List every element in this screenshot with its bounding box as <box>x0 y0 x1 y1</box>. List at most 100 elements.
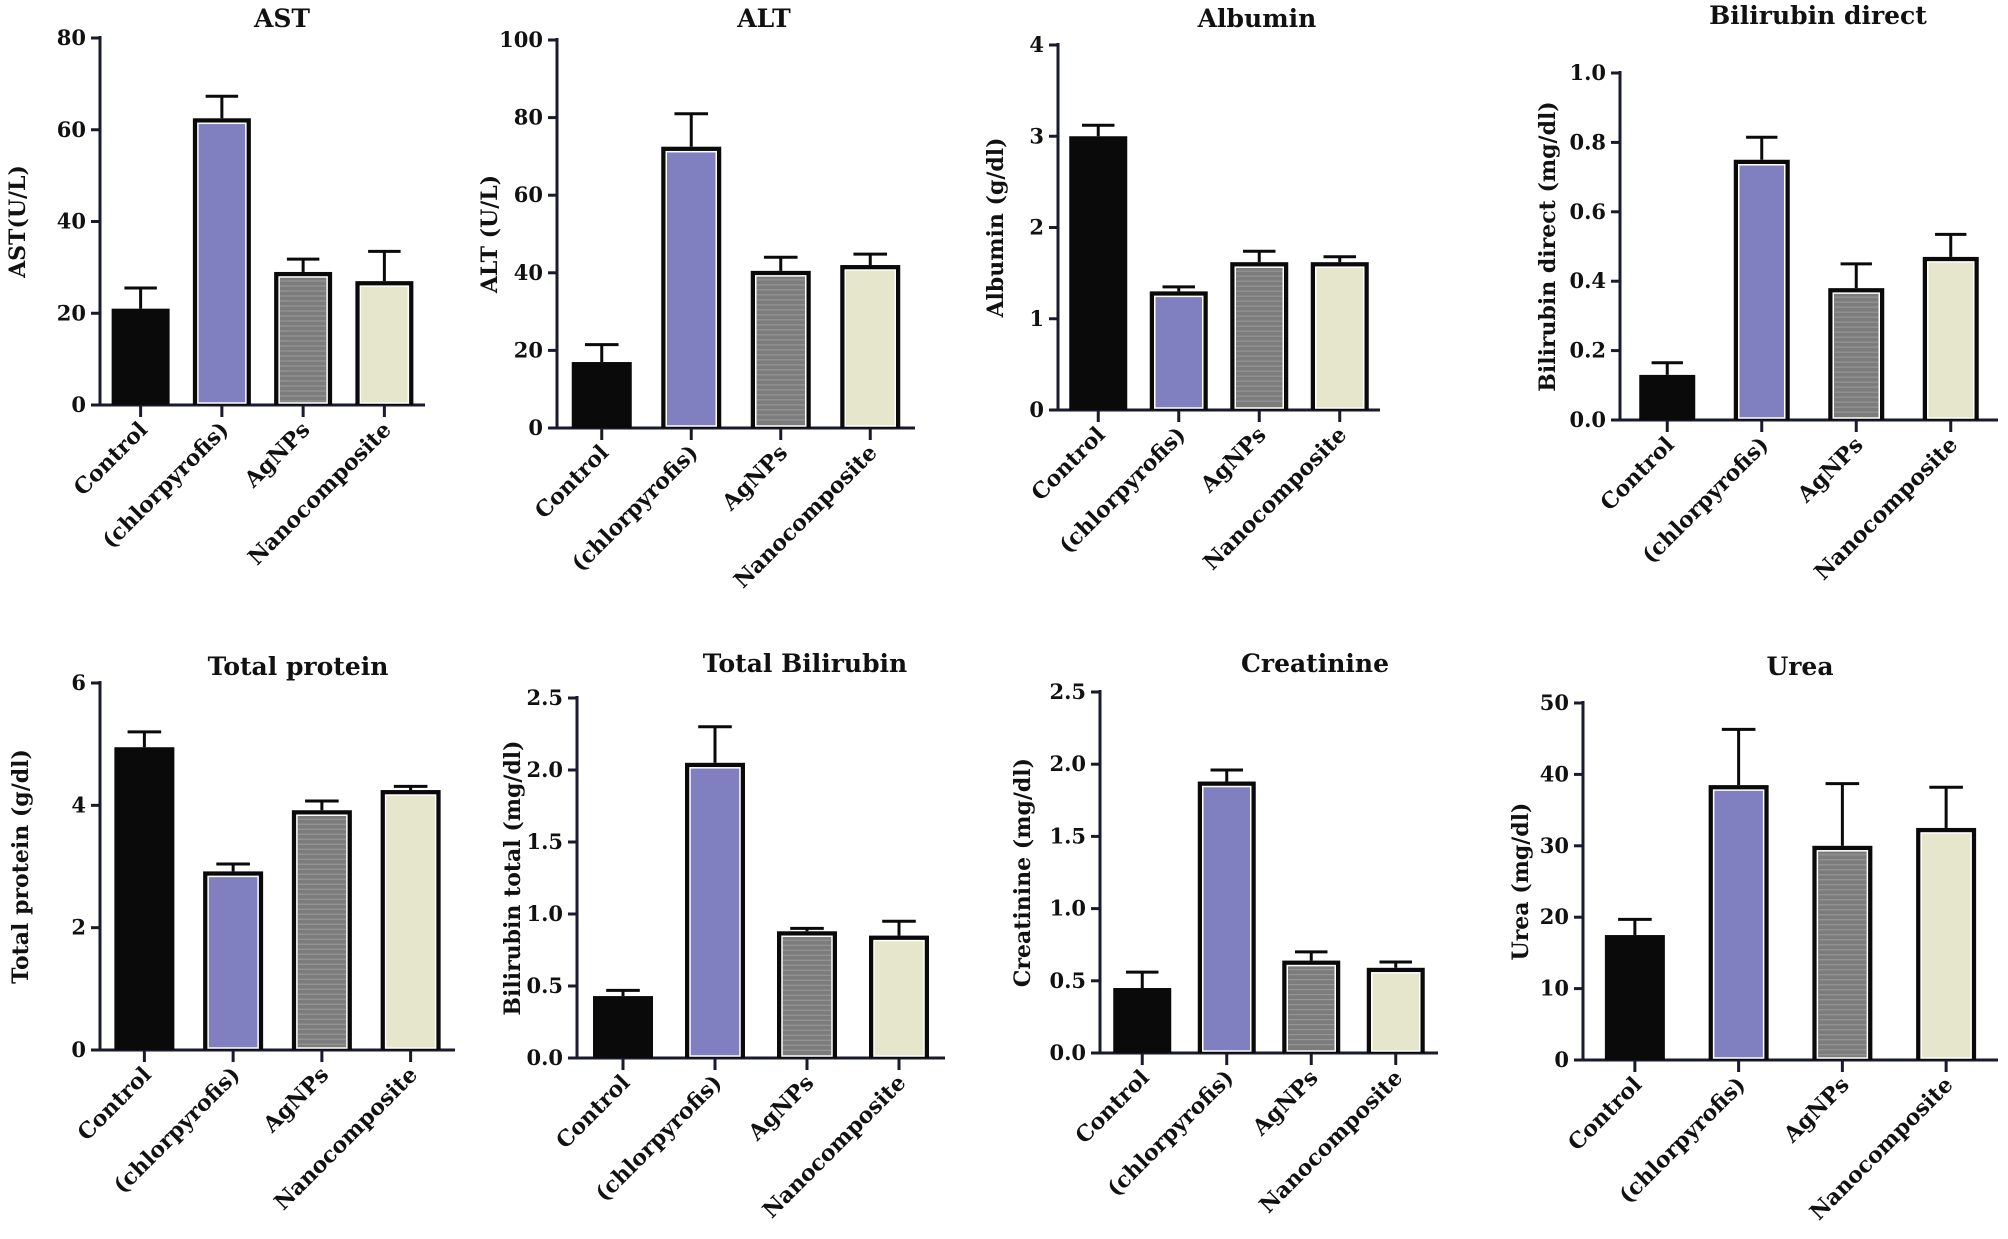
bar-fill-2 <box>689 767 741 1057</box>
chart-title: Bilirubin direct <box>1709 1 1927 30</box>
x-category-label: Control <box>1595 432 1679 516</box>
y-tick-label: 2.0 <box>526 757 563 782</box>
bar-fill-2 <box>1738 164 1786 419</box>
y-tick-label: 80 <box>57 25 86 50</box>
y-axis-label: Bilirubin total (mg/dl) <box>500 740 526 1015</box>
y-tick-label: 0 <box>1029 397 1044 422</box>
y-tick-label: 1.0 <box>526 901 563 926</box>
chart-panel-4: Bilirubin direct Bilirubin direct (mg/dl)… <box>1535 1 1998 586</box>
x-category-label: Control <box>1563 1072 1647 1156</box>
x-category-label: AgNPs <box>257 1062 334 1139</box>
y-tick-label: 0.0 <box>526 1045 563 1070</box>
chart-title: Total protein <box>208 652 389 681</box>
y-tick-label: 0 <box>528 415 543 440</box>
x-category-label: AgNPs <box>743 1070 820 1147</box>
y-tick-label: 1.0 <box>1569 60 1606 85</box>
y-tick-label: 30 <box>1540 833 1569 858</box>
bar-fill-4 <box>1315 266 1365 409</box>
bar-fill-2 <box>1712 789 1765 1059</box>
bar-fill-3 <box>278 276 328 404</box>
bar-1 <box>1113 988 1172 1053</box>
bar-fill-4 <box>1371 972 1421 1052</box>
y-axis-label: Albumin (g/dl) <box>983 137 1009 318</box>
x-category-label: Nanocomposite <box>243 417 397 571</box>
chart-title: Albumin <box>1197 4 1317 33</box>
x-category-label: AgNPs <box>1778 1072 1855 1149</box>
y-axis-label: Creatinine (mg/dl) <box>1010 758 1036 987</box>
y-tick-label: 0 <box>1554 1047 1569 1072</box>
chart-panel-1: ASTAST(U/L)020406080Control(chlorpyrofis… <box>5 4 425 571</box>
y-tick-label: 10 <box>1540 976 1569 1001</box>
bar-fill-4 <box>873 939 925 1057</box>
x-category-label: Control <box>551 1070 635 1154</box>
chart-title: AST <box>253 4 310 33</box>
bar-1 <box>111 308 170 405</box>
x-category-label: Control <box>1026 422 1110 506</box>
y-tick-label: 40 <box>1540 761 1569 786</box>
y-tick-label: 2.0 <box>1049 751 1086 776</box>
x-category-label: AgNPs <box>239 417 316 494</box>
x-category-label: Control <box>530 440 614 524</box>
bar-1 <box>571 362 632 428</box>
bar-fill-3 <box>755 275 807 427</box>
y-axis-label: Bilirubin direct (mg/dl) <box>1535 101 1561 391</box>
y-tick-label: 40 <box>514 260 543 285</box>
y-tick-label: 0.5 <box>526 973 563 998</box>
bar-fill-3 <box>296 814 348 1049</box>
y-tick-label: 100 <box>499 27 543 52</box>
y-tick-label: 1.5 <box>526 829 563 854</box>
bar-fill-3 <box>1234 266 1284 409</box>
bar-fill-2 <box>207 875 259 1049</box>
bar-1 <box>114 747 175 1050</box>
y-tick-label: 2 <box>71 915 86 940</box>
x-category-label: Control <box>1070 1065 1154 1149</box>
y-tick-label: 0.5 <box>1049 968 1086 993</box>
bar-fill-4 <box>1920 832 1972 1059</box>
y-tick-label: 4 <box>1029 32 1044 57</box>
bar-fill-4 <box>1927 261 1975 419</box>
y-tick-label: 4 <box>71 792 86 817</box>
y-tick-label: 80 <box>514 105 543 130</box>
y-tick-label: 20 <box>1540 904 1569 929</box>
chart-title: ALT <box>736 4 791 33</box>
y-tick-label: 50 <box>1540 690 1569 715</box>
x-category-label: AgNPs <box>1247 1065 1324 1142</box>
chart-title: Urea <box>1766 652 1833 681</box>
bar-fill-4 <box>384 794 437 1049</box>
x-category-label: AgNPs <box>716 440 793 517</box>
y-axis-label: AST(U/L) <box>5 165 31 279</box>
y-tick-label: 1 <box>1029 306 1044 331</box>
y-tick-label: 0.6 <box>1569 199 1606 224</box>
y-tick-label: 1.5 <box>1049 823 1086 848</box>
y-axis-label: Total protein (g/dl) <box>8 749 34 984</box>
bar-fill-2 <box>197 122 247 404</box>
y-tick-label: 20 <box>57 300 86 325</box>
y-tick-label: 40 <box>57 209 86 234</box>
y-tick-label: 0.4 <box>1569 268 1606 293</box>
y-tick-label: 20 <box>514 337 543 362</box>
chart-panel-7: Creatinine Creatinine (mg/dl) 0.0 0.5 1.0 1.5… <box>1010 649 1438 1219</box>
y-tick-label: 60 <box>57 117 86 142</box>
bar-fill-3 <box>1286 964 1336 1052</box>
y-tick-label: 2.5 <box>1049 679 1086 704</box>
y-tick-label: 3 <box>1029 123 1044 148</box>
x-category-label: Control <box>72 1062 156 1146</box>
y-axis-label: Urea (mg/dl) <box>1508 803 1534 961</box>
y-tick-label: 2.5 <box>526 685 563 710</box>
bar-fill-4 <box>844 269 896 427</box>
x-category-label: AgNPs <box>1792 432 1869 509</box>
bar-fill-2 <box>1154 295 1204 409</box>
y-tick-label: 0.0 <box>1049 1040 1086 1065</box>
x-category-label: AgNPs <box>1195 422 1272 499</box>
y-tick-label: 0.2 <box>1569 338 1606 363</box>
bar-fill-2 <box>1202 785 1252 1052</box>
bar-1 <box>1069 136 1128 410</box>
x-category-label: Nanocomposite <box>1198 422 1352 576</box>
y-tick-label: 60 <box>514 182 543 207</box>
bar-1 <box>1604 935 1665 1060</box>
